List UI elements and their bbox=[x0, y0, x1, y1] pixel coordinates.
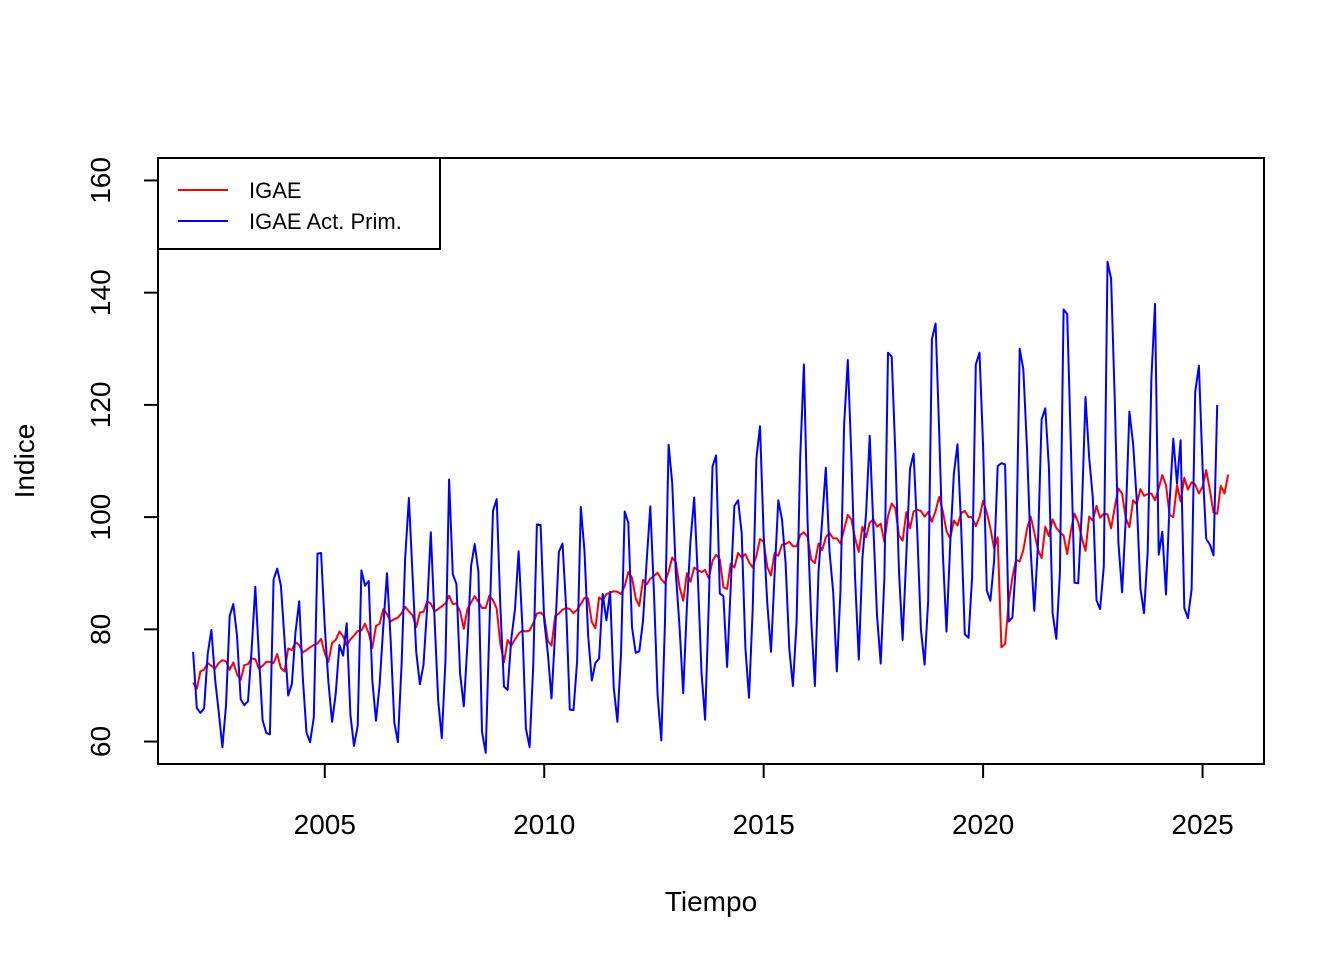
legend-label-igae-act-prim: IGAE Act. Prim. bbox=[249, 209, 402, 234]
legend: IGAE IGAE Act. Prim. bbox=[157, 157, 441, 250]
y-tick-label: 160 bbox=[85, 157, 116, 204]
y-tick-label: 100 bbox=[85, 494, 116, 541]
legend-box bbox=[157, 157, 441, 250]
x-tick-label: 2005 bbox=[294, 809, 356, 840]
y-tick-label: 120 bbox=[85, 382, 116, 429]
series-group bbox=[192, 260, 1230, 754]
x-tick-label: 2020 bbox=[952, 809, 1014, 840]
y-axis: 60 80 100 120 140 160 bbox=[85, 157, 159, 757]
series-line-igae-act-prim bbox=[192, 260, 1219, 754]
x-tick-label: 2010 bbox=[513, 809, 575, 840]
x-axis-label: Tiempo bbox=[665, 886, 757, 917]
x-tick-label: 2025 bbox=[1171, 809, 1233, 840]
legend-label-igae: IGAE bbox=[249, 178, 302, 203]
y-axis-label: Indice bbox=[9, 424, 40, 499]
y-tick-label: 80 bbox=[85, 614, 116, 645]
y-tick-label: 140 bbox=[85, 269, 116, 316]
x-axis: 2005 2010 2015 2020 2025 bbox=[294, 763, 1234, 840]
y-tick-label: 60 bbox=[85, 726, 116, 757]
x-tick-label: 2015 bbox=[733, 809, 795, 840]
